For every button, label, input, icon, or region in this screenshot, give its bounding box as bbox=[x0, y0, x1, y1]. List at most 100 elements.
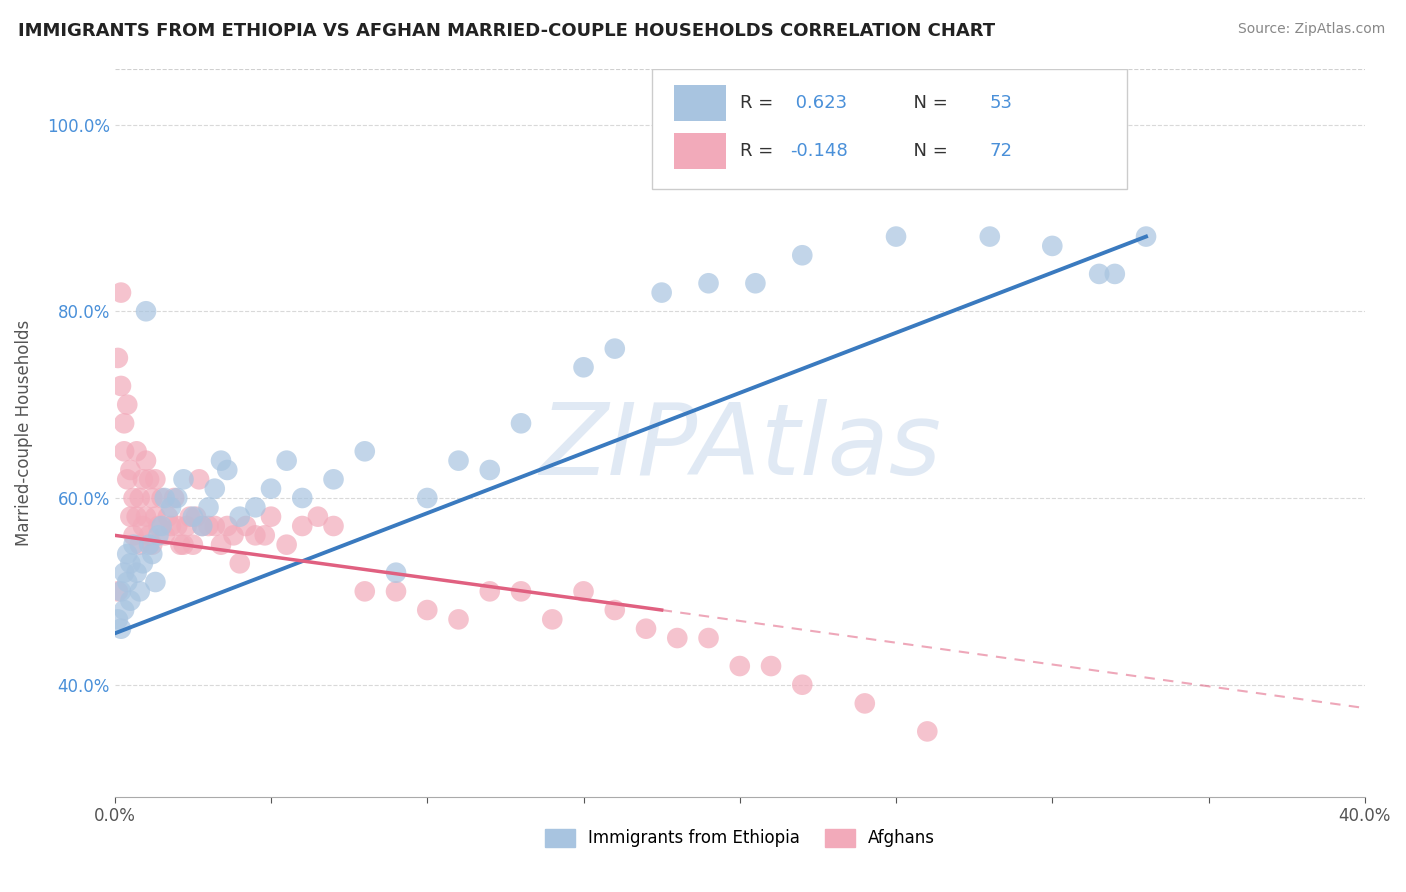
Point bbox=[166, 491, 188, 505]
Point bbox=[478, 584, 501, 599]
Point bbox=[217, 463, 239, 477]
Point bbox=[125, 566, 148, 580]
Point bbox=[792, 678, 814, 692]
Point bbox=[117, 398, 139, 412]
Point bbox=[122, 491, 145, 505]
Point bbox=[110, 622, 132, 636]
Point bbox=[153, 491, 176, 505]
Point bbox=[120, 463, 142, 477]
Point bbox=[291, 491, 314, 505]
Point bbox=[353, 584, 375, 599]
Text: 0.623: 0.623 bbox=[790, 94, 846, 112]
Point bbox=[353, 444, 375, 458]
Point bbox=[222, 528, 245, 542]
Point bbox=[107, 584, 129, 599]
Point bbox=[132, 472, 155, 486]
Point bbox=[884, 229, 907, 244]
Point bbox=[125, 444, 148, 458]
Point bbox=[197, 500, 219, 515]
Point bbox=[510, 417, 533, 431]
Point bbox=[160, 519, 183, 533]
Point bbox=[112, 417, 135, 431]
Point bbox=[385, 584, 408, 599]
Text: IMMIGRANTS FROM ETHIOPIA VS AFGHAN MARRIED-COUPLE HOUSEHOLDS CORRELATION CHART: IMMIGRANTS FROM ETHIOPIA VS AFGHAN MARRI… bbox=[18, 22, 995, 40]
Point bbox=[135, 509, 157, 524]
Point bbox=[145, 574, 167, 589]
Point bbox=[138, 538, 160, 552]
Point bbox=[145, 509, 167, 524]
Point bbox=[541, 612, 564, 626]
Point bbox=[603, 342, 626, 356]
Point bbox=[260, 482, 283, 496]
Point bbox=[141, 538, 163, 552]
Point bbox=[572, 360, 595, 375]
Point bbox=[141, 491, 163, 505]
Point bbox=[1104, 267, 1126, 281]
Point bbox=[132, 519, 155, 533]
Point bbox=[447, 453, 470, 467]
Point bbox=[173, 472, 195, 486]
Point bbox=[120, 557, 142, 571]
Point bbox=[112, 566, 135, 580]
Point bbox=[229, 509, 252, 524]
Point bbox=[110, 379, 132, 393]
Point bbox=[145, 472, 167, 486]
Point bbox=[135, 304, 157, 318]
Point bbox=[156, 509, 179, 524]
Point bbox=[117, 472, 139, 486]
Point bbox=[112, 603, 135, 617]
Point bbox=[917, 724, 939, 739]
Point bbox=[853, 697, 876, 711]
Point bbox=[209, 453, 232, 467]
Text: 53: 53 bbox=[990, 94, 1012, 112]
Point bbox=[148, 528, 170, 542]
Point bbox=[1088, 267, 1111, 281]
Point bbox=[110, 285, 132, 300]
Text: R =: R = bbox=[740, 94, 779, 112]
Point bbox=[135, 453, 157, 467]
FancyBboxPatch shape bbox=[652, 69, 1128, 189]
Point bbox=[112, 444, 135, 458]
Point bbox=[478, 463, 501, 477]
Point bbox=[169, 538, 191, 552]
Point bbox=[260, 509, 283, 524]
Point bbox=[150, 491, 173, 505]
Point bbox=[416, 491, 439, 505]
Point bbox=[166, 519, 188, 533]
Point bbox=[253, 528, 276, 542]
Point bbox=[204, 519, 226, 533]
Point bbox=[245, 500, 267, 515]
Text: -0.148: -0.148 bbox=[790, 142, 848, 160]
Point bbox=[120, 509, 142, 524]
Point bbox=[697, 277, 720, 291]
Point bbox=[141, 547, 163, 561]
Point bbox=[322, 472, 344, 486]
Point bbox=[128, 584, 150, 599]
Point bbox=[153, 528, 176, 542]
Point bbox=[188, 472, 211, 486]
Point bbox=[291, 519, 314, 533]
Text: N =: N = bbox=[903, 142, 953, 160]
Point bbox=[184, 509, 207, 524]
Point bbox=[209, 538, 232, 552]
Point bbox=[191, 519, 214, 533]
Point bbox=[120, 593, 142, 607]
Point bbox=[744, 277, 766, 291]
Point bbox=[1135, 229, 1157, 244]
Point bbox=[181, 509, 204, 524]
Point bbox=[759, 659, 782, 673]
Point bbox=[150, 519, 173, 533]
Point bbox=[666, 631, 689, 645]
Point bbox=[697, 631, 720, 645]
Point bbox=[416, 603, 439, 617]
Text: N =: N = bbox=[903, 94, 953, 112]
Y-axis label: Married-couple Households: Married-couple Households bbox=[15, 319, 32, 546]
Point bbox=[117, 547, 139, 561]
Point bbox=[728, 659, 751, 673]
Point bbox=[176, 519, 198, 533]
Point bbox=[385, 566, 408, 580]
Bar bbox=[673, 133, 725, 169]
Point bbox=[132, 557, 155, 571]
Point bbox=[148, 519, 170, 533]
Bar bbox=[673, 85, 725, 121]
